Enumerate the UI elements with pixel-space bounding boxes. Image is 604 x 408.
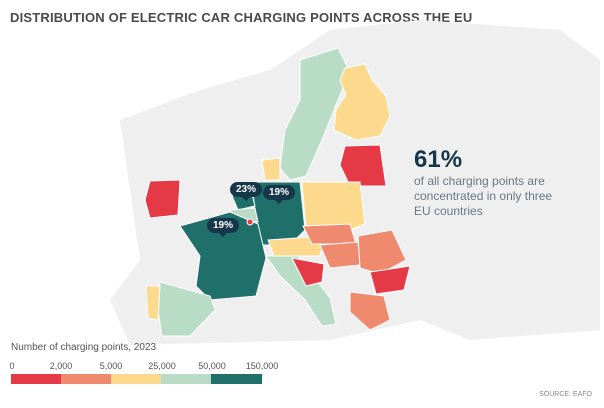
- legend-tick: 150,000: [245, 361, 279, 371]
- country-bulgaria: [369, 265, 411, 295]
- stat-value: 61%: [414, 146, 463, 173]
- callout-netherlands: 23%: [230, 182, 263, 201]
- legend-swatch-0-2000: [11, 374, 61, 384]
- source-note: SOURCE: EAFO: [539, 391, 592, 398]
- callout-france: 19%: [207, 218, 240, 237]
- chart-title: DISTRIBUTION OF ELECTRIC CAR CHARGING PO…: [10, 10, 473, 25]
- country-greece: [349, 291, 391, 331]
- country-luxembourg: [246, 218, 254, 226]
- country-poland: [301, 181, 366, 235]
- country-finland: [333, 63, 391, 141]
- legend-swatch-2000-5000: [61, 374, 111, 384]
- country-denmark: [261, 157, 281, 181]
- country-czechia-slovakia: [302, 223, 357, 245]
- legend-tick: 0: [9, 361, 15, 371]
- legend-swatch-25000-50000: [161, 374, 211, 384]
- legend-tick: 2,000: [49, 361, 73, 371]
- country-ireland: [144, 179, 181, 219]
- country-romania: [357, 229, 407, 275]
- legend-swatch-50000-150000: [211, 374, 262, 384]
- legend-tick: 50,000: [198, 361, 226, 371]
- stat-block: 61% of all charging points are concentra…: [414, 146, 564, 219]
- country-portugal: [145, 285, 161, 321]
- country-croatia: [291, 257, 325, 287]
- stat-text: of all charging points are concentrated …: [414, 174, 553, 218]
- legend-tick: 5,000: [99, 361, 123, 371]
- legend-tick: 25,000: [148, 361, 176, 371]
- country-france: [179, 211, 267, 301]
- country-sweden: [279, 47, 351, 181]
- legend-title: Number of charging points, 2023: [11, 342, 157, 353]
- country-baltics: [339, 144, 387, 187]
- legend-swatch-5000-25000: [111, 374, 161, 384]
- callout-germany: 19%: [263, 185, 296, 204]
